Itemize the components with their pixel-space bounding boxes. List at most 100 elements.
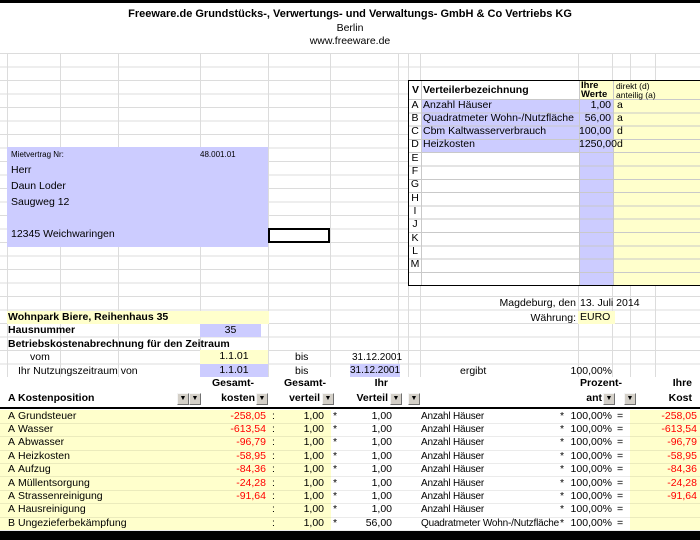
col-values-header: Ihre (581, 79, 599, 91)
tenant-name: Daun Loder (11, 180, 66, 192)
contract-number-value: 48.001.01 (200, 150, 236, 159)
cost-position: Strassenreinigung (18, 489, 103, 502)
distribution-row: B Quadratmeter Wohn-/Nutzfläche 56,00 a (409, 112, 700, 125)
total-cost: -91,64 (236, 489, 266, 502)
row-key: A (8, 449, 16, 462)
total-dist: 1,00 (303, 409, 324, 422)
times-symbol: * (560, 476, 565, 489)
colon-symbol: : (272, 489, 275, 502)
percent-value: 100,00% (570, 503, 612, 516)
your-dist: 1,00 (371, 436, 392, 449)
times-symbol: * (333, 422, 338, 435)
company-website[interactable]: www.freeware.de (309, 35, 391, 47)
row-key: I (413, 204, 417, 217)
equals-symbol: = (617, 489, 624, 502)
row-key: B (411, 111, 419, 124)
dist-basis: Anzahl Häuser (421, 464, 484, 476)
row-key: J (412, 218, 418, 231)
filter-dropdown-icon[interactable]: ▼ (603, 393, 615, 405)
distributor-name: Cbm Kaltwasserverbrauch (423, 125, 547, 138)
colon-symbol: : (272, 503, 275, 516)
percent-header: ant (586, 392, 602, 404)
your-dist: 1,00 (371, 463, 392, 476)
times-symbol: * (333, 503, 338, 516)
times-symbol: * (560, 516, 565, 529)
equals-symbol: = (617, 449, 624, 462)
distributor-value[interactable]: 1250,00 (579, 138, 617, 151)
top-border (0, 0, 700, 3)
col-name-header: Verteilerbezeichnung (423, 83, 529, 96)
letter-col-header: A (8, 392, 16, 404)
tenant-salutation: Herr (11, 164, 32, 176)
tenant-address-block: Mietvertrag Nr: 48.001.01 Herr Daun Lode… (7, 147, 268, 247)
gridline (421, 80, 422, 285)
cost-position: Heizkosten (18, 449, 70, 462)
active-cell-cursor[interactable] (268, 228, 330, 243)
distributor-value[interactable]: 56,00 (584, 111, 611, 124)
filter-dropdown-icon[interactable]: ▼ (624, 393, 636, 405)
distributor-value[interactable]: 1,00 (590, 98, 611, 111)
cost-row: A Hausreinigung : 1,00 * 1,00 Anzahl Häu… (0, 503, 700, 518)
filter-dropdown-icon[interactable]: ▼ (390, 393, 402, 405)
col-v-header: V (412, 83, 420, 96)
filter-dropdown-icon[interactable]: ▼ (322, 393, 334, 405)
cost-position: Ungezieferbekämpfung (18, 516, 127, 529)
cost-position: Wasser (18, 422, 54, 435)
from-date-cell[interactable]: 1.1.01 (200, 350, 268, 364)
bis-label: bis (295, 351, 309, 363)
your-cost: -84,36 (667, 463, 697, 476)
bottom-border (0, 530, 700, 540)
distribution-row: C Cbm Kaltwasserverbrauch 100,00 d (409, 125, 700, 138)
equals-symbol: = (617, 463, 624, 476)
ergibt-label: ergibt (460, 364, 487, 377)
col-values-header: Werte (581, 88, 608, 100)
cost-position: Abwasser (18, 436, 65, 449)
percent-value: 100,00% (570, 516, 612, 529)
house-number-cell[interactable]: 35 (200, 323, 261, 337)
total-dist: 1,00 (303, 516, 324, 529)
date-value: 13. Juli 2014 (580, 297, 640, 309)
total-dist-header: verteil (289, 392, 320, 404)
dist-basis: Quadratmeter Wohn-/Nutzfläche (421, 517, 559, 529)
usage-from-cell[interactable]: 1.1.01 (200, 363, 268, 377)
filter-dropdown-icon[interactable]: ▼ (177, 393, 189, 405)
cost-row: A Heizkosten -58,95 : 1,00 * 1,00 Anzahl… (0, 449, 700, 465)
distribution-row: E (409, 152, 700, 165)
total-cost: -258,05 (230, 409, 266, 422)
your-cost-header: Kost (668, 392, 692, 404)
row-key: A (411, 98, 419, 111)
from-label: vom (30, 351, 50, 363)
letterhead: Freeware.de Grundstücks-, Verwertungs- u… (0, 8, 700, 49)
to-date-value: 31.12.2001 (352, 351, 403, 363)
distribution-row: H (409, 192, 700, 205)
your-cost: -96,79 (667, 436, 697, 449)
row-key: A (8, 422, 16, 435)
equals-symbol: = (617, 436, 624, 449)
colon-symbol: : (272, 476, 275, 489)
filter-dropdown-icon[interactable]: ▼ (189, 393, 201, 405)
row-key: A (8, 503, 16, 516)
total-cost: -84,36 (236, 463, 266, 476)
total-cost-header: kosten (221, 392, 255, 404)
bis-label: bis (295, 364, 309, 377)
position-header: Kostenposition (18, 392, 95, 404)
your-cost: -24,28 (667, 476, 697, 489)
distribution-row: J (409, 218, 700, 231)
times-symbol: * (560, 463, 565, 476)
filter-dropdown-icon[interactable]: ▼ (256, 393, 268, 405)
currency-cell[interactable]: EURO (578, 310, 615, 324)
distributor-value[interactable]: 100,00 (579, 125, 612, 138)
equals-symbol: = (617, 516, 624, 529)
filter-dropdown-icon[interactable]: ▼ (408, 393, 420, 405)
distribution-row: L (409, 245, 700, 258)
distribution-row: F (409, 165, 700, 178)
total-dist: 1,00 (303, 476, 324, 489)
row-key: E (411, 151, 419, 164)
property-name-cell[interactable]: Wohnpark Biere, Reihenhaus 35 (7, 310, 269, 324)
your-dist: 1,00 (371, 422, 392, 435)
row-key: L (412, 244, 418, 257)
usage-to-cell[interactable]: 31.12.2001 (350, 363, 401, 377)
percent-value: 100,00% (570, 422, 612, 435)
total-cost: -24,28 (236, 476, 266, 489)
cost-position: Grundsteuer (18, 409, 77, 422)
